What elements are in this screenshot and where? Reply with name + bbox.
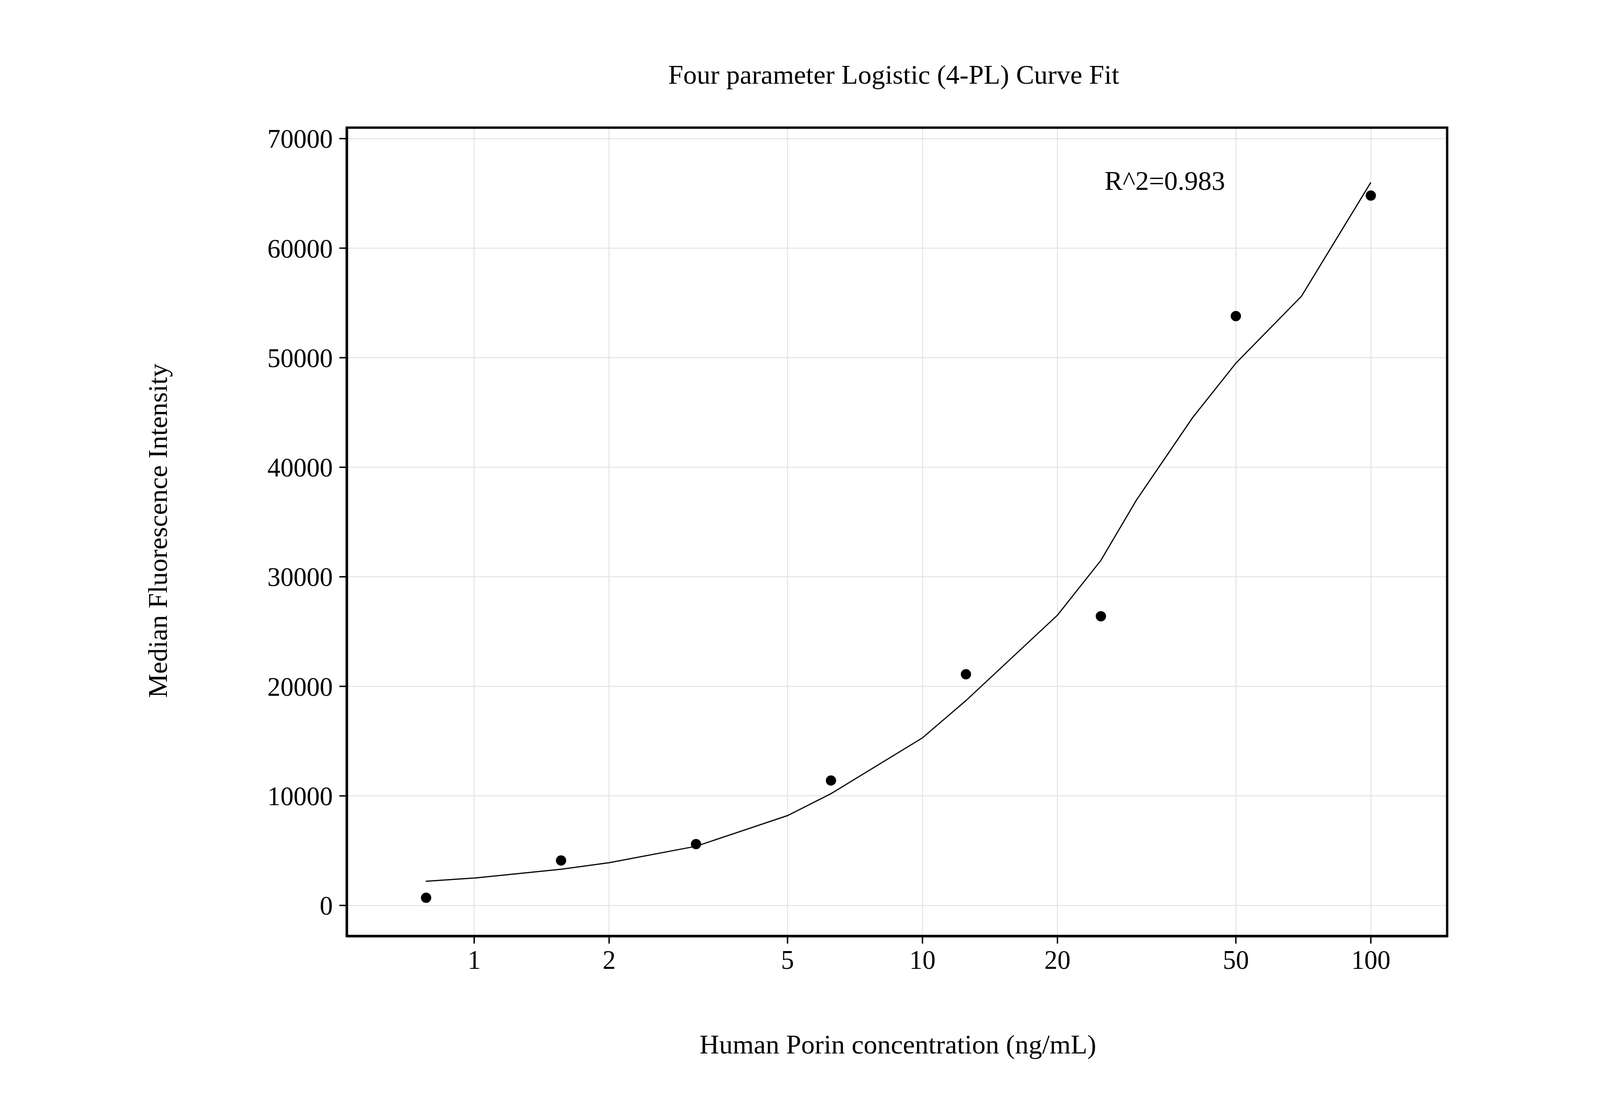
svg-text:70000: 70000 [267,124,333,154]
svg-text:40000: 40000 [267,452,333,482]
svg-text:50000: 50000 [267,343,333,373]
svg-text:0: 0 [319,890,333,920]
svg-text:5: 5 [781,945,795,975]
svg-text:10: 10 [909,945,936,975]
svg-text:20: 20 [1044,945,1071,975]
html-text:R^2=0.983: R^2=0.983 [1104,165,1226,196]
html-text:Median Fluorescence Intensity: Median Fluorescence Intensity [142,363,173,698]
svg-text:60000: 60000 [267,234,333,264]
html-text:Human Porin concentration (ng/: Human Porin concentration (ng/mL) [699,1028,1097,1060]
svg-text:1: 1 [467,945,481,975]
html-text:Four parameter Logistic (4-PL): Four parameter Logistic (4-PL) Curve Fit [668,59,1120,90]
svg-text:30000: 30000 [267,562,333,592]
svg-text:50: 50 [1222,945,1249,975]
svg-text:20000: 20000 [267,672,333,702]
svg-text:10000: 10000 [267,781,333,811]
svg-text:100: 100 [1351,945,1391,975]
svg-text:2: 2 [602,945,616,975]
